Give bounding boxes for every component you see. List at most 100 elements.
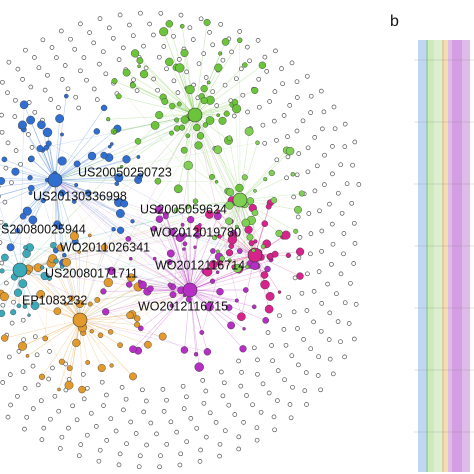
node	[26, 115, 36, 125]
node	[59, 434, 65, 440]
node	[91, 40, 97, 46]
node	[207, 410, 213, 416]
edge	[189, 265, 255, 291]
edge	[165, 214, 191, 291]
node	[338, 271, 344, 277]
node	[97, 61, 102, 67]
node	[24, 414, 30, 420]
node	[28, 84, 34, 90]
node	[287, 402, 293, 407]
node	[289, 60, 295, 66]
node	[319, 126, 325, 132]
node	[203, 18, 211, 26]
node	[158, 10, 164, 16]
edge	[157, 114, 196, 182]
node	[70, 403, 75, 409]
node	[0, 112, 4, 118]
node	[30, 406, 36, 411]
node	[203, 388, 209, 394]
edge	[54, 179, 57, 251]
edge	[194, 114, 228, 192]
node	[348, 280, 353, 286]
edge	[139, 60, 196, 116]
node	[103, 277, 113, 288]
edge	[4, 319, 81, 339]
strand	[434, 40, 444, 472]
node	[127, 22, 132, 28]
node	[56, 408, 62, 414]
node	[322, 182, 327, 187]
node	[221, 380, 227, 386]
node	[180, 115, 189, 124]
node	[166, 259, 173, 266]
node	[329, 221, 335, 227]
edge	[128, 238, 191, 291]
node	[332, 126, 338, 132]
node	[338, 339, 343, 345]
node	[330, 144, 335, 149]
node	[27, 175, 33, 181]
node	[306, 211, 312, 216]
node	[275, 229, 283, 238]
node	[115, 93, 122, 100]
node	[117, 12, 123, 18]
edge	[181, 26, 196, 116]
node	[152, 256, 157, 261]
node	[78, 385, 86, 394]
node	[200, 378, 206, 383]
node	[97, 332, 104, 338]
node	[87, 30, 92, 35]
edge	[189, 289, 242, 319]
node	[42, 127, 53, 138]
node	[295, 214, 301, 220]
node	[128, 256, 133, 261]
node	[330, 171, 335, 177]
node	[0, 302, 6, 308]
node	[185, 84, 195, 95]
node	[234, 224, 239, 229]
edge	[207, 254, 256, 273]
edge	[137, 114, 196, 181]
node	[107, 266, 116, 276]
node	[296, 362, 301, 368]
node	[164, 441, 170, 447]
node	[281, 327, 287, 332]
node	[126, 273, 136, 282]
node	[58, 189, 66, 197]
node	[21, 337, 26, 343]
node	[296, 151, 302, 156]
node	[121, 407, 126, 413]
node	[167, 282, 173, 288]
node	[133, 431, 139, 436]
node	[103, 71, 109, 77]
node	[93, 128, 101, 135]
node	[251, 248, 256, 253]
node	[161, 409, 167, 414]
node	[18, 341, 28, 351]
node	[48, 97, 54, 102]
node	[165, 57, 174, 67]
node	[196, 61, 202, 67]
node	[185, 133, 191, 138]
node	[56, 244, 65, 252]
node	[241, 174, 248, 181]
node	[122, 68, 131, 77]
edge	[34, 289, 191, 306]
node	[179, 124, 186, 131]
node	[294, 128, 300, 134]
node	[120, 199, 129, 208]
edge	[54, 131, 98, 181]
node	[258, 61, 267, 70]
edge	[184, 52, 196, 116]
edge	[61, 319, 81, 362]
node	[294, 79, 300, 85]
node	[194, 425, 200, 431]
edge	[23, 129, 56, 181]
node	[289, 353, 295, 359]
node	[116, 226, 125, 234]
node	[330, 241, 336, 247]
node	[88, 410, 94, 416]
edge	[134, 53, 196, 116]
edge	[40, 294, 81, 321]
node	[225, 201, 234, 210]
